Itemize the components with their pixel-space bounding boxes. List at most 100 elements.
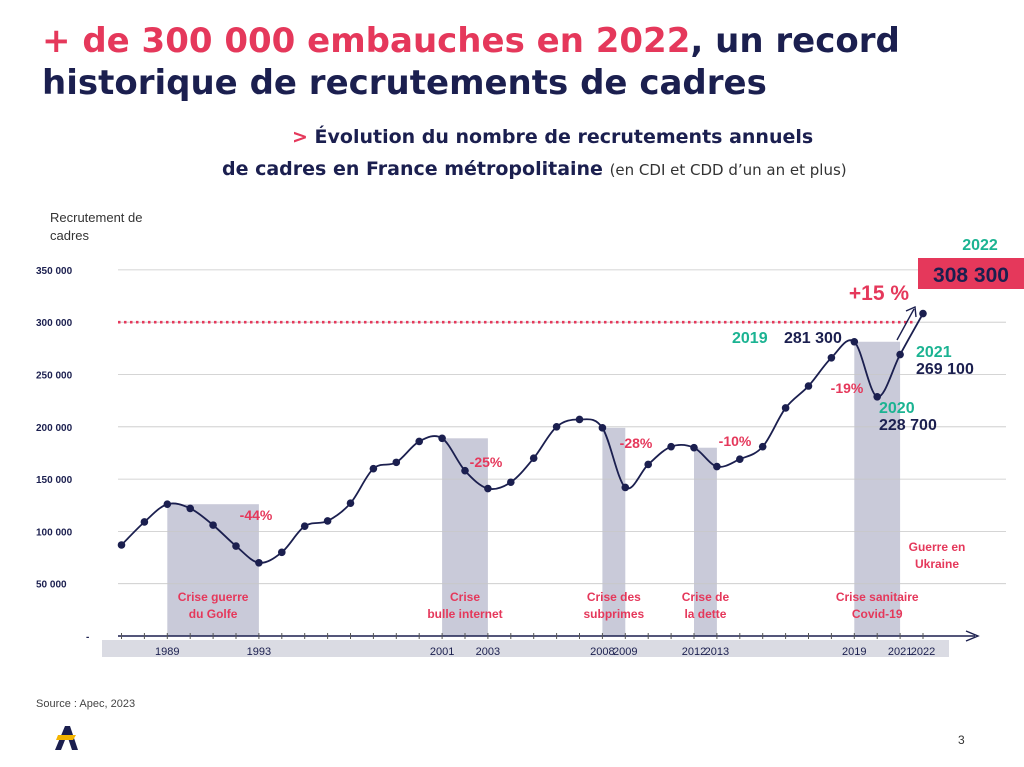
crisis-label: Covid-19 — [852, 607, 903, 621]
data-point-2008 — [598, 424, 607, 432]
data-point-1994 — [278, 548, 286, 557]
data-point-2005 — [529, 454, 538, 462]
data-point-2006 — [552, 423, 561, 431]
x-tick-label: 2003 — [476, 646, 500, 658]
data-point-2013 — [713, 462, 721, 471]
subtitle-line2-text: de cadres en France métropolitaine — [222, 158, 603, 180]
value-box-2022 — [918, 258, 1024, 289]
y-tick-label: 300 000 — [36, 318, 73, 329]
data-point-2010 — [644, 460, 652, 469]
y-axis-label: cadres — [50, 228, 90, 243]
x-tick-label: 2001 — [430, 646, 454, 658]
data-point-1995 — [300, 522, 309, 530]
x-tick-label: 2013 — [705, 646, 729, 658]
data-point-2018 — [827, 353, 836, 362]
slide-title: + de 300 000 embauches en 2022, un recor… — [42, 20, 1002, 104]
crisis-change-label: -28% — [620, 435, 653, 451]
crisis-label: Crise guerre — [178, 590, 249, 604]
annotation-value-2019: 281 300 — [784, 330, 842, 347]
page-number: 3 — [958, 733, 965, 747]
y-tick-label: 200 000 — [36, 423, 73, 434]
annotation-year-2021: 2021 — [916, 344, 952, 361]
x-tick-label: 2021 — [888, 646, 912, 658]
x-tick-label: 1989 — [155, 646, 179, 658]
data-point-2021 — [896, 350, 904, 359]
crisis-change-label: -10% — [719, 433, 752, 449]
y-tick-label: 250 000 — [36, 371, 73, 382]
crisis-band-4 — [854, 341, 901, 636]
annotation-value-2021: 269 100 — [916, 361, 974, 378]
data-point-2017 — [804, 382, 813, 390]
chart-subtitle-line2: de cadres en France métropolitaine (en C… — [0, 158, 1024, 180]
crisis-label: bulle internet — [427, 607, 502, 621]
data-point-2014 — [736, 455, 744, 464]
x-tick-label: 2012 — [682, 646, 706, 658]
annotation-value-2020: 228 700 — [879, 417, 937, 434]
slide-title-rest: , un record historique de recrutements d… — [42, 21, 900, 103]
data-point-1997 — [346, 499, 355, 507]
data-point-2020 — [873, 392, 881, 401]
data-point-2019 — [850, 337, 859, 346]
apec-logo-icon — [55, 726, 78, 750]
subtitle-line1-text: Évolution du nombre de recrutements annu… — [314, 126, 814, 148]
subtitle-note: (en CDI et CDD d’un an et plus) — [609, 161, 847, 179]
crisis-label: Crise sanitaire — [836, 590, 919, 604]
data-point-2002 — [461, 466, 469, 475]
crisis-change-label: -19% — [831, 380, 864, 396]
x-tick-label: 2022 — [911, 646, 935, 658]
annotation-year-2020: 2020 — [879, 400, 915, 417]
crisis-label: Crise des — [587, 590, 641, 604]
data-point-2022 — [919, 309, 927, 318]
y-tick-label: 150 000 — [36, 475, 73, 486]
data-point-1989 — [163, 500, 172, 509]
chart-subtitle-line1: > Évolution du nombre de recrutements an… — [0, 126, 1024, 148]
crisis-label: la dette — [684, 607, 726, 621]
crisis-change-label: -25% — [470, 454, 503, 470]
x-tick-label: 2008 — [590, 646, 614, 658]
annotation-year-2022: 2022 — [962, 237, 998, 254]
crisis-label: subprimes — [584, 607, 645, 621]
data-point-2007 — [575, 415, 584, 424]
data-point-2001 — [438, 434, 446, 443]
data-point-2015 — [758, 442, 767, 451]
growth-arrow-icon — [896, 308, 915, 341]
data-point-2009 — [621, 483, 630, 492]
data-point-2012 — [690, 443, 698, 452]
data-point-2003 — [484, 484, 492, 493]
annotation-year-2019: 2019 — [732, 330, 768, 347]
data-point-2004 — [507, 478, 515, 487]
recruitment-line-chart: 350 000 300 000 250 000 200 000 150 000 100 0… — [36, 210, 1024, 658]
data-point-1993 — [255, 558, 263, 567]
data-point-1992 — [232, 542, 240, 550]
crisis-change-label: -44% — [240, 507, 273, 523]
crisis-band-3 — [694, 447, 717, 636]
data-point-1999 — [392, 458, 401, 467]
subtitle-marker: > — [292, 126, 308, 148]
crisis-label: Crise — [450, 590, 480, 604]
data-point-2011 — [667, 442, 675, 451]
growth-label: +15 % — [849, 282, 909, 305]
data-point-1987 — [117, 541, 126, 549]
data-point-2000 — [415, 437, 424, 446]
crisis-label: Crise de — [682, 590, 730, 604]
x-tick-label: 2009 — [613, 646, 637, 658]
y-tick-label: 350 000 — [36, 266, 73, 277]
data-point-1990 — [186, 504, 194, 513]
data-point-1988 — [140, 518, 149, 526]
data-point-1998 — [369, 464, 378, 473]
y-tick-label: - — [86, 632, 89, 643]
x-tick-label: 1993 — [247, 646, 271, 658]
event-label-ukraine: Ukraine — [915, 557, 959, 571]
year-strip — [102, 640, 949, 657]
data-point-1996 — [323, 517, 332, 525]
growth-arrow-head-icon — [905, 305, 917, 318]
y-tick-label: 50 000 — [36, 580, 67, 591]
data-point-1991 — [209, 521, 217, 529]
data-point-2016 — [781, 404, 790, 412]
annotation-value-2022: 308 300 — [933, 264, 1009, 287]
y-axis-label: Recrutement de — [50, 210, 143, 225]
y-tick-label: 100 000 — [36, 527, 73, 538]
crisis-label: du Golfe — [189, 607, 238, 621]
slide-title-accent: + de 300 000 embauches en 2022 — [42, 21, 691, 61]
event-label-ukraine: Guerre en — [909, 540, 966, 554]
